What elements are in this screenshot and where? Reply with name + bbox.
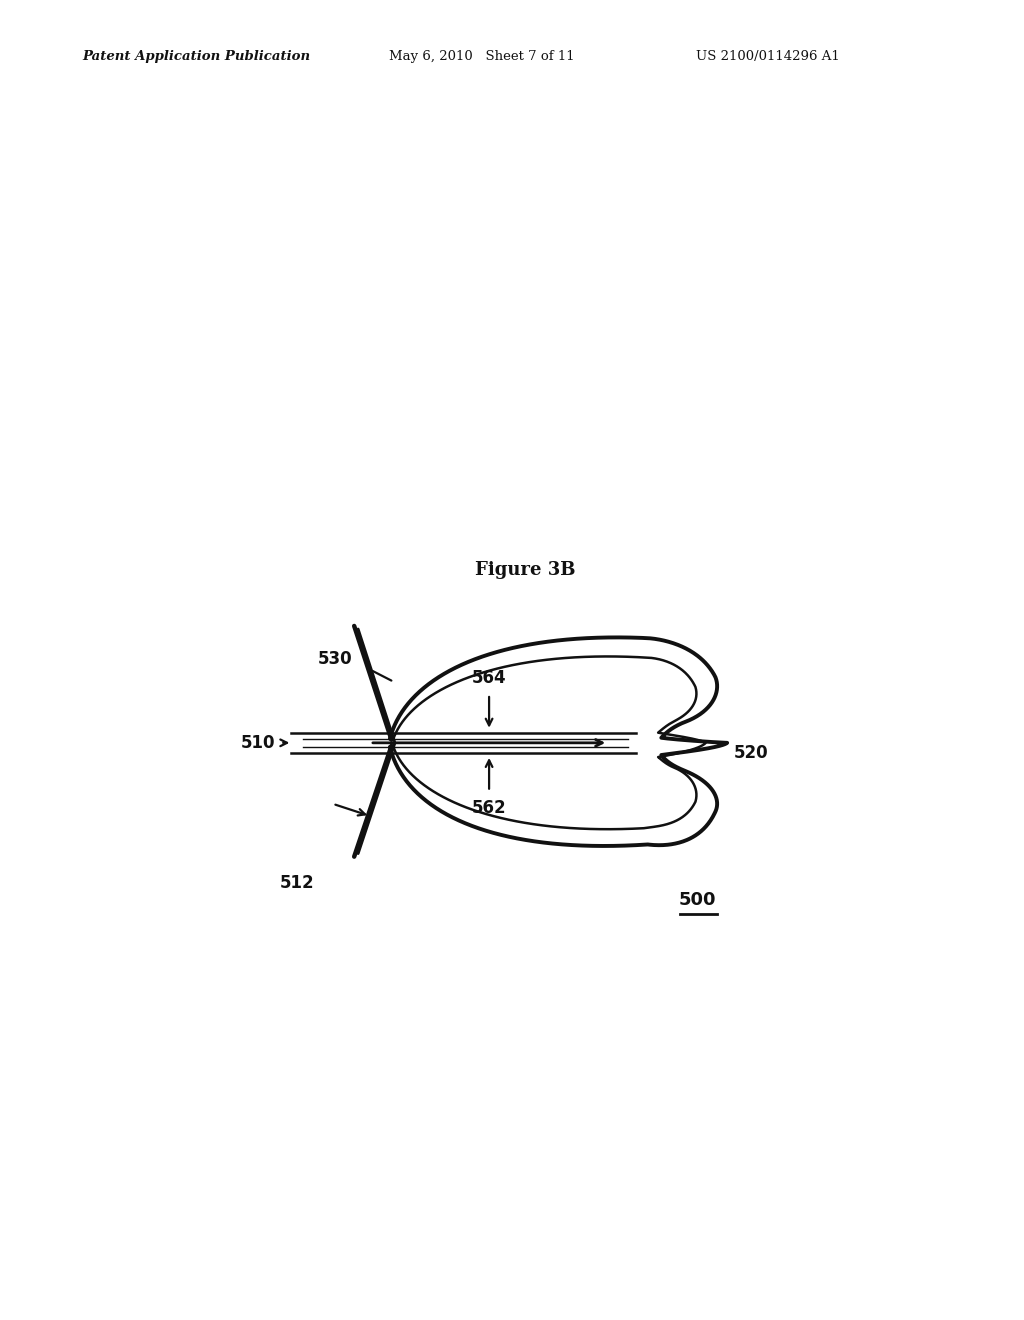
Text: 500: 500 [679, 891, 717, 909]
Text: US 2100/0114296 A1: US 2100/0114296 A1 [696, 50, 840, 63]
Text: May 6, 2010   Sheet 7 of 11: May 6, 2010 Sheet 7 of 11 [389, 50, 574, 63]
Text: Figure 3B: Figure 3B [474, 561, 575, 579]
Text: 510: 510 [241, 734, 274, 752]
Text: 562: 562 [472, 799, 507, 817]
Text: 530: 530 [318, 651, 352, 668]
Text: Patent Application Publication: Patent Application Publication [82, 50, 310, 63]
Text: 520: 520 [733, 744, 768, 762]
Text: 512: 512 [280, 874, 314, 892]
Text: 564: 564 [472, 669, 507, 686]
